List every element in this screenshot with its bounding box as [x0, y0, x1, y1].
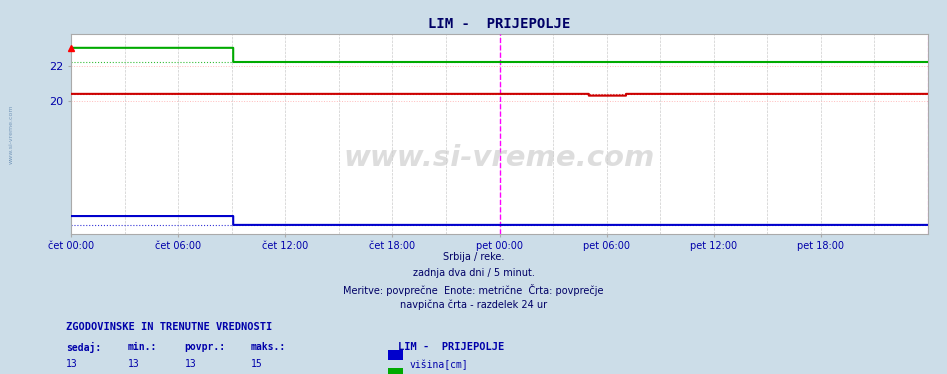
Text: LIM -  PRIJEPOLJE: LIM - PRIJEPOLJE: [398, 342, 504, 352]
Text: www.si-vreme.com: www.si-vreme.com: [9, 105, 14, 165]
Text: maks.:: maks.:: [251, 342, 286, 352]
Text: 13: 13: [66, 359, 78, 370]
Text: 13: 13: [185, 359, 196, 370]
Text: sedaj:: sedaj:: [66, 342, 101, 353]
Text: 15: 15: [251, 359, 262, 370]
Text: Srbija / reke.: Srbija / reke.: [443, 252, 504, 263]
Text: www.si-vreme.com: www.si-vreme.com: [344, 144, 655, 172]
Text: višina[cm]: višina[cm]: [409, 359, 468, 370]
Text: Meritve: povprečne  Enote: metrične  Črta: povprečje: Meritve: povprečne Enote: metrične Črta:…: [343, 284, 604, 296]
Title: LIM -  PRIJEPOLJE: LIM - PRIJEPOLJE: [428, 17, 571, 31]
Text: povpr.:: povpr.:: [185, 342, 225, 352]
Text: navpična črta - razdelek 24 ur: navpična črta - razdelek 24 ur: [400, 300, 547, 310]
Text: min.:: min.:: [128, 342, 157, 352]
Text: zadnja dva dni / 5 minut.: zadnja dva dni / 5 minut.: [413, 268, 534, 278]
Text: ZGODOVINSKE IN TRENUTNE VREDNOSTI: ZGODOVINSKE IN TRENUTNE VREDNOSTI: [66, 322, 273, 332]
Text: 13: 13: [128, 359, 139, 370]
